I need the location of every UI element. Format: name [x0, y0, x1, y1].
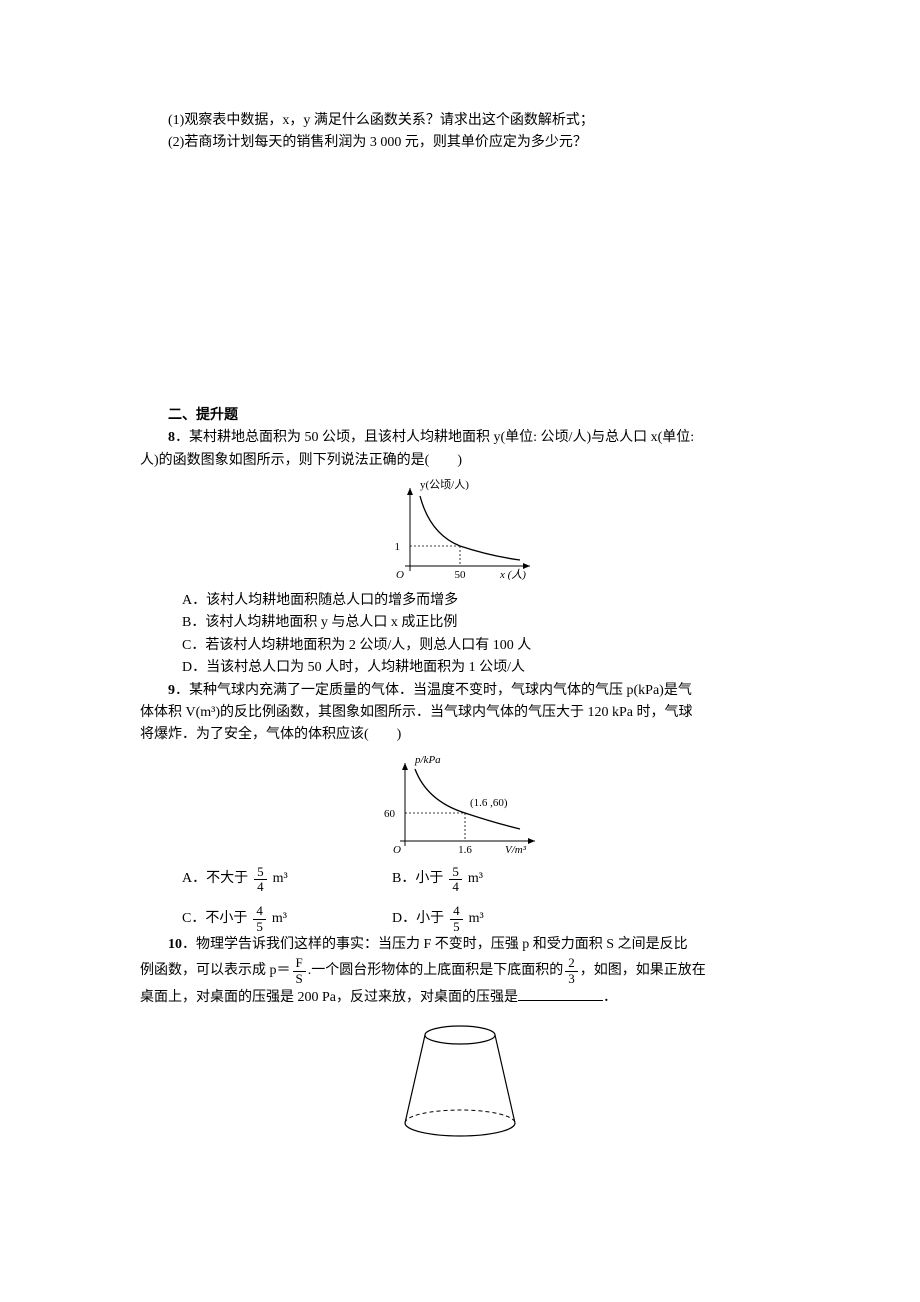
q9-origin: O	[393, 844, 401, 856]
q9-ytick: 60	[384, 808, 396, 820]
intro-line-1: (1)观察表中数据，x，y 满足什么函数关系？请求出这个函数解析式；	[140, 110, 780, 132]
q10-line-3: 桌面上，对桌面的压强是 200 Pa，反过来放，对桌面的压强是 ．	[140, 986, 780, 1009]
q9-optC-pre: C．不小于	[182, 908, 247, 930]
q8-figure: 1 50 O y(公顷/人) x (人)	[140, 476, 780, 586]
q9-point-label: (1.6 ,60)	[470, 797, 508, 809]
question-9: 9．某种气球内充满了一定质量的气体．当温度不变时，气球内气体的气压 p(kPa)…	[140, 680, 780, 934]
q9-lead: 9．某种气球内充满了一定质量的气体．当温度不变时，气球内气体的气压 p(kPa)…	[140, 680, 780, 702]
q9-optC-unit: m³	[272, 908, 287, 930]
q9-opt-b: B．小于 54 m³	[392, 865, 602, 895]
q10-text-3-end: ．	[603, 990, 617, 1005]
q8-lead: 8．某村耕地总面积为 50 公顷，且该村人均耕地面积 y(单位: 公顷/人)与总…	[140, 427, 780, 449]
answer-blank	[518, 986, 603, 1001]
frustum-svg	[385, 1013, 535, 1143]
q8-options: A．该村人均耕地面积随总人口的增多而增多 B．该村人均耕地面积 y 与总人口 x…	[140, 590, 780, 680]
question-8: 8．某村耕地总面积为 50 公顷，且该村人均耕地面积 y(单位: 公顷/人)与总…	[140, 427, 780, 679]
fraction-5-4: 54	[449, 865, 462, 895]
q8-chart-svg: 1 50 O y(公顷/人) x (人)	[370, 476, 550, 586]
q10-text-2b: .一个圆台形物体的上底面积是下底面积的	[308, 963, 564, 978]
q9-text-3: 将爆炸．为了安全，气体的体积应该( )	[140, 724, 780, 746]
q9-optB-pre: B．小于	[392, 868, 443, 890]
q8-number: 8	[168, 430, 175, 445]
q10-text-1: 物理学告诉我们这样的事实：当压力 F 不变时，压强 p 和受力面积 S 之间是反…	[196, 937, 688, 952]
q9-optA-unit: m³	[273, 868, 288, 890]
q10-text-3: 桌面上，对桌面的压强是 200 Pa，反过来放，对桌面的压强是	[140, 990, 518, 1005]
q10-text-2a: 例函数，可以表示成 p＝	[140, 963, 291, 978]
q8-ylabel: y(公顷/人)	[420, 478, 469, 491]
q8-text-2: 人)的函数图象如图所示，则下列说法正确的是( )	[140, 450, 780, 472]
question-10: 10 ． 物理学告诉我们这样的事实：当压力 F 不变时，压强 p 和受力面积 S 之…	[140, 934, 780, 1143]
q8-ytick: 1	[395, 541, 401, 553]
q9-text-1: 某种气球内充满了一定质量的气体．当温度不变时，气球内气体的气压 p(kPa)是气	[189, 683, 692, 698]
q9-opt-d: D．小于 45 m³	[392, 904, 602, 934]
fraction-5-4: 54	[254, 865, 267, 895]
q8-opt-c: C．若该村人均耕地面积为 2 公顷/人，则总人口有 100 人	[182, 635, 780, 657]
q8-xtick: 50	[455, 569, 467, 581]
q9-opt-a: A．不大于 54 m³	[182, 865, 392, 895]
q9-xtick: 1.6	[458, 844, 472, 856]
intro-line-2: (2)若商场计划每天的销售利润为 3 000 元，则其单价应定为多少元？	[140, 132, 780, 154]
q10-text-2c: ，如图，如果正放在	[580, 963, 706, 978]
q9-opt-c: C．不小于 45 m³	[182, 904, 392, 934]
fraction-4-5: 45	[450, 904, 463, 934]
q9-optB-unit: m³	[468, 868, 483, 890]
q8-opt-b: B．该村人均耕地面积 y 与总人口 x 成正比例	[182, 612, 780, 634]
q8-origin: O	[396, 569, 404, 581]
q9-ylabel: p/kPa	[414, 754, 441, 766]
q9-xlabel: V/m³	[505, 844, 527, 856]
document-page: (1)观察表中数据，x，y 满足什么函数关系？请求出这个函数解析式； (2)若商…	[0, 0, 920, 1302]
q9-optD-pre: D．小于	[392, 908, 444, 930]
q9-text-2: 体体积 V(m³)的反比例函数，其图象如图所示．当气球内气体的气压大于 120 …	[140, 702, 780, 724]
fraction-F-S: FS	[293, 956, 306, 986]
q10-lead: 10．物理学告诉我们这样的事实：当压力 F 不变时，压强 p 和受力面积 S 之…	[140, 934, 780, 956]
q9-options: A．不大于 54 m³ B．小于 54 m³ C．不小于 45 m³ D．小于 …	[140, 865, 780, 934]
q9-optD-unit: m³	[469, 908, 484, 930]
q10-line-2: 例函数，可以表示成 p＝FS.一个圆台形物体的上底面积是下底面积的23，如图，如…	[140, 956, 780, 986]
q9-figure: 60 1.6 O p/kPa V/m³ (1.6 ,60)	[140, 751, 780, 861]
q9-number: 9	[168, 683, 175, 698]
q10-number: 10	[168, 937, 182, 952]
q8-text-1: 某村耕地总面积为 50 公顷，且该村人均耕地面积 y(单位: 公顷/人)与总人口…	[189, 430, 694, 445]
section-heading: 二、提升题	[140, 405, 780, 427]
q9-chart-svg: 60 1.6 O p/kPa V/m³ (1.6 ,60)	[365, 751, 555, 861]
fraction-2-3: 23	[565, 956, 578, 986]
q9-optA-pre: A．不大于	[182, 868, 248, 890]
fraction-4-5: 45	[253, 904, 266, 934]
q8-xlabel: x (人)	[499, 568, 526, 581]
q8-opt-a: A．该村人均耕地面积随总人口的增多而增多	[182, 590, 780, 612]
q10-figure	[140, 1013, 780, 1143]
q8-opt-d: D．当该村总人口为 50 人时，人均耕地面积为 1 公顷/人	[182, 657, 780, 679]
